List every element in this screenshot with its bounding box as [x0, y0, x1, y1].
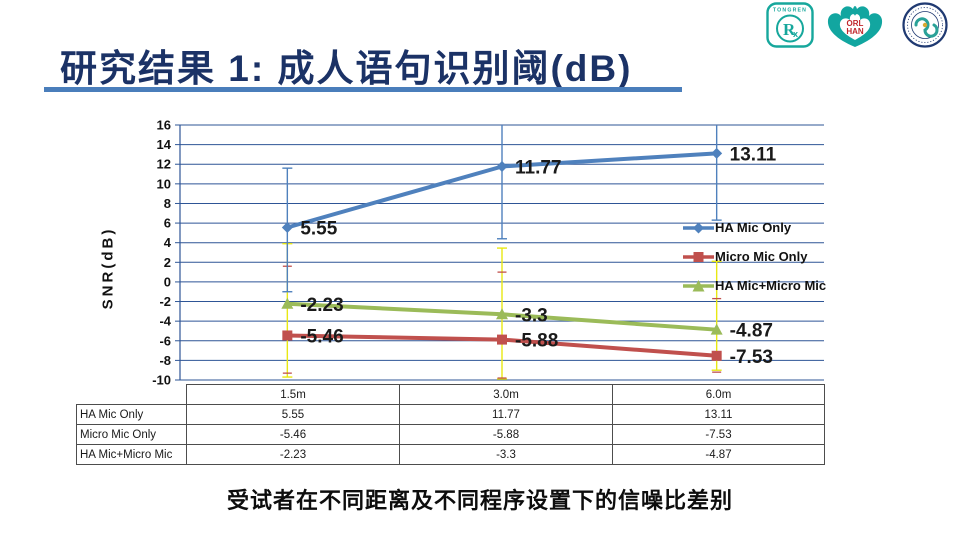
tongren-badge-logo: TONGREN R x [766, 2, 814, 48]
svg-text:12: 12 [157, 157, 171, 172]
logo-strip: TONGREN R x ORL HAN [766, 2, 958, 50]
svg-text:14: 14 [157, 137, 172, 152]
svg-text:8: 8 [164, 196, 171, 211]
svg-text:11.77: 11.77 [515, 157, 562, 178]
page-title: 研究结果 1: 成人语句识别阈(dB) [60, 48, 633, 89]
legend-item-ha-mic-only: HA Mic Only [683, 213, 826, 242]
svg-text:-4: -4 [159, 314, 171, 329]
svg-text:-4.87: -4.87 [730, 321, 773, 342]
svg-text:2: 2 [164, 255, 171, 270]
svg-text:-2.23: -2.23 [300, 295, 343, 316]
orl-text: ORL [847, 19, 864, 28]
category-header-row: 1.5m 3.0m 6.0m [77, 384, 825, 405]
legend-item-ha-plus-micro: HA Mic+Micro Mic [683, 271, 826, 300]
svg-text:5.55: 5.55 [300, 218, 337, 239]
title-underline [44, 87, 682, 92]
category-3-0m: 3.0m [399, 384, 613, 405]
tongren-text: TONGREN [773, 8, 807, 14]
table-row: Micro Mic Only -5.46 -5.88 -7.53 [76, 424, 825, 445]
svg-text:-8: -8 [159, 353, 171, 368]
orl-han-logo: ORL HAN [827, 6, 883, 47]
table-row: HA Mic+Micro Mic -2.23 -3.3 -4.87 [76, 444, 825, 465]
svg-text:0: 0 [164, 274, 171, 289]
blank-cell [77, 385, 187, 405]
svg-text:x: x [793, 29, 798, 39]
svg-text:13.11: 13.11 [730, 144, 777, 165]
svg-text:-7.53: -7.53 [730, 347, 773, 368]
category-1-5m: 1.5m [186, 384, 400, 405]
chart-legend: HA Mic Only Micro Mic Only HA Mic+Micro … [683, 213, 826, 300]
svg-text:-2: -2 [159, 294, 171, 309]
han-text: HAN [846, 27, 864, 36]
svg-text:10: 10 [157, 176, 171, 191]
tongren-monogram: R [783, 20, 796, 39]
slide-caption: 受试者在不同距离及不同程序设置下的信噪比差别 [226, 488, 733, 513]
svg-text:-6: -6 [159, 333, 171, 348]
svg-text:4: 4 [164, 235, 172, 250]
table-row: HA Mic Only 5.55 11.77 13.11 [76, 404, 825, 425]
svg-text:6: 6 [164, 216, 171, 231]
legend-line-diamond-icon [683, 222, 714, 233]
legend-item-micro-mic-only: Micro Mic Only [683, 242, 826, 271]
hospital-seal-logo [902, 2, 948, 48]
svg-text:-3.3: -3.3 [515, 305, 548, 326]
data-table: 1.5m 3.0m 6.0m HA Mic Only 5.55 11.77 13… [76, 384, 825, 465]
category-6-0m: 6.0m [612, 384, 825, 405]
legend-line-triangle-icon [683, 279, 714, 291]
legend-line-square-icon [683, 251, 714, 262]
svg-text:-5.88: -5.88 [515, 331, 558, 352]
svg-text:-5.46: -5.46 [300, 326, 343, 347]
svg-text:16: 16 [157, 118, 171, 133]
svg-text:-10: -10 [152, 373, 171, 388]
